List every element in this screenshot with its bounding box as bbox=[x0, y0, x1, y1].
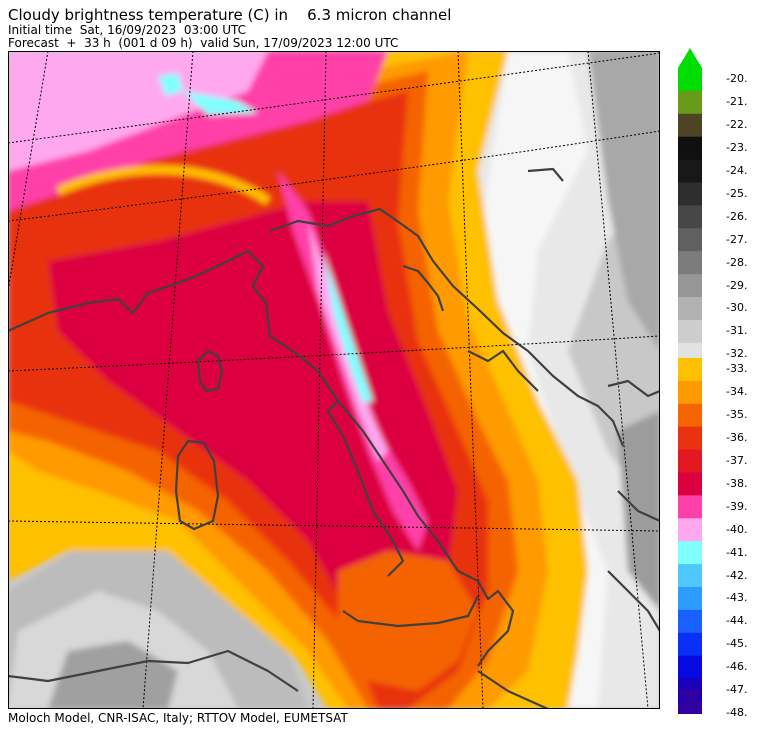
colorbar-swatch bbox=[678, 426, 702, 450]
colorbar-tick-label: -38. bbox=[726, 476, 748, 490]
forecast-map bbox=[8, 51, 660, 709]
colorbar-swatch bbox=[678, 274, 702, 298]
colorbar-tick-label: -27. bbox=[726, 232, 748, 246]
colorbar-tick-label: -24. bbox=[726, 164, 748, 178]
map-title: Cloudy brightness temperature (C) in 6.3… bbox=[8, 6, 452, 24]
colorbar-tick-label: -34. bbox=[726, 385, 748, 399]
colorbar-tick-label: -20. bbox=[726, 72, 748, 86]
colorbar-swatch bbox=[678, 297, 702, 321]
colorbar-swatch bbox=[678, 68, 702, 92]
colorbar-swatch bbox=[678, 113, 702, 138]
colorbar-tick-label: -37. bbox=[726, 454, 748, 468]
colorbar-swatch bbox=[678, 655, 702, 679]
colorbar-tick-label: -25. bbox=[726, 186, 748, 200]
colorbar-tick-label: -35. bbox=[726, 408, 748, 422]
coastlines bbox=[8, 167, 660, 709]
colorbar-tick-label: -40. bbox=[726, 522, 748, 536]
colorbar-swatch bbox=[678, 319, 702, 344]
colorbar-tick-label: -43. bbox=[726, 591, 748, 605]
colorbar-swatch bbox=[678, 251, 702, 275]
colorbar-swatch bbox=[678, 358, 702, 382]
credits-footer: Moloch Model, CNR-ISAC, Italy; RTTOV Mod… bbox=[8, 711, 348, 725]
colorbar-tick-label: -26. bbox=[726, 209, 748, 223]
colorbar-tick-label: -32. bbox=[726, 347, 748, 361]
colorbar-swatch bbox=[678, 449, 702, 473]
colorbar-tick-label: -28. bbox=[726, 255, 748, 269]
colorbar-tick-label: -48. bbox=[726, 705, 748, 719]
colorbar-swatch bbox=[678, 587, 702, 611]
colorbar-tick-label: -41. bbox=[726, 545, 748, 559]
colorbar-swatch bbox=[678, 609, 702, 634]
colorbar-tick-label: -44. bbox=[726, 614, 748, 628]
colorbar-swatch bbox=[678, 518, 702, 542]
colorbar-tick-label: -45. bbox=[726, 637, 748, 651]
colorbar-swatch bbox=[678, 380, 702, 405]
colorbar-swatch bbox=[678, 182, 702, 206]
colorbar-tick-label: -33. bbox=[726, 362, 748, 376]
map-frame bbox=[8, 51, 660, 709]
colorbar-swatch bbox=[678, 136, 702, 160]
colorbar-arrow-top bbox=[678, 48, 702, 68]
colorbar-tick-label: -30. bbox=[726, 301, 748, 315]
colorbar-swatch bbox=[678, 228, 702, 252]
colorbar-tick-label: -47. bbox=[726, 683, 748, 697]
cloud-temperature-field bbox=[8, 51, 660, 709]
colorbar-tick-label: -22. bbox=[726, 118, 748, 132]
colorbar-swatch bbox=[678, 205, 702, 229]
colorbar-swatch bbox=[678, 403, 702, 428]
initial-time-label: Initial time Sat, 16/09/2023 03:00 UTC bbox=[8, 23, 247, 37]
colorbar-tick-label: -39. bbox=[726, 499, 748, 513]
colorbar-tick-label: -42. bbox=[726, 568, 748, 582]
colorbar-tick-label: -23. bbox=[726, 141, 748, 155]
colorbar-tick-label: -36. bbox=[726, 431, 748, 445]
colorbar-tick-label: -46. bbox=[726, 660, 748, 674]
colorbar-swatch bbox=[678, 495, 702, 519]
colorbar-tick-label: -21. bbox=[726, 95, 748, 109]
forecast-valid-label: Forecast + 33 h (001 d 09 h) valid Sun, … bbox=[8, 36, 399, 50]
colorbar-tick-label: -29. bbox=[726, 278, 748, 292]
colorbar-swatch bbox=[678, 541, 702, 565]
colorbar-tick-label: -31. bbox=[726, 324, 748, 338]
colorbar-swatch bbox=[678, 472, 702, 496]
colorbar-swatch bbox=[678, 564, 702, 588]
colorbar-swatch bbox=[678, 90, 702, 115]
colorbar-swatch bbox=[678, 632, 702, 657]
colorbar-arrow-bottom bbox=[678, 690, 702, 710]
colorbar-lower-segment bbox=[678, 358, 702, 714]
colorbar-upper-segment bbox=[678, 68, 702, 367]
lat-lon-grid bbox=[8, 51, 660, 709]
colorbar bbox=[678, 48, 702, 714]
colorbar-swatch bbox=[678, 159, 702, 183]
